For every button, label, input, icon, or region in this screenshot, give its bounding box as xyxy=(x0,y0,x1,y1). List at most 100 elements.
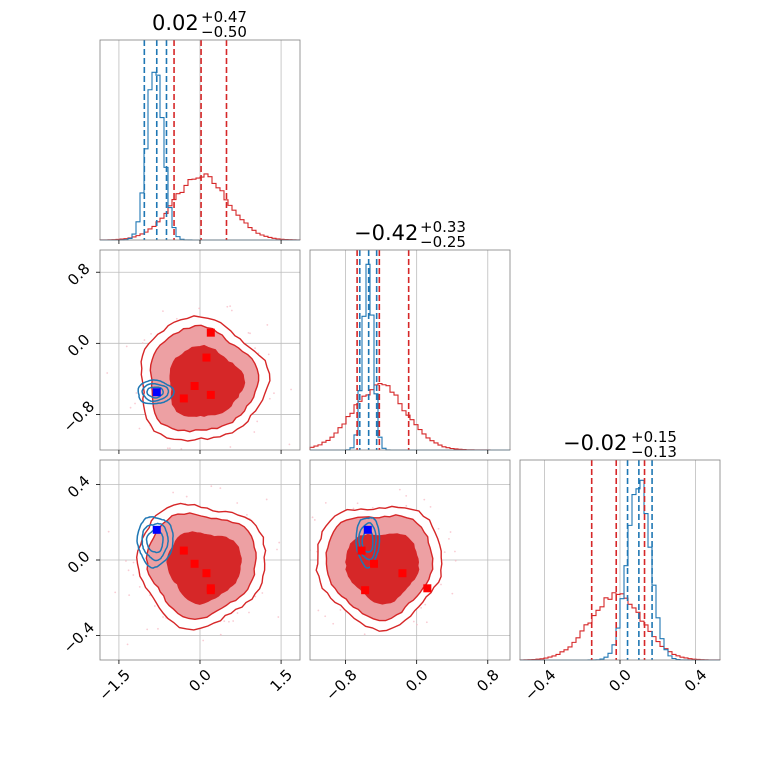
sample-point xyxy=(265,498,268,501)
sample-point xyxy=(236,502,239,504)
truth-marker-red xyxy=(357,546,366,555)
sample-point xyxy=(313,519,316,521)
sample-point xyxy=(188,464,190,466)
contour-blue xyxy=(137,379,175,405)
sample-point xyxy=(268,397,271,400)
sample-point xyxy=(254,347,257,350)
y-tick-label: 0.0 xyxy=(64,547,94,577)
title-3-value: −0.02 xyxy=(563,431,627,455)
truth-marker-red xyxy=(202,353,211,362)
panel-frame xyxy=(309,249,511,451)
y-tick-label: −0.8 xyxy=(60,397,98,435)
histogram-red xyxy=(309,382,511,451)
title-2-plus: +0.33 xyxy=(420,218,466,236)
sample-point xyxy=(125,345,128,348)
panel-contents xyxy=(295,488,457,636)
sample-point xyxy=(143,339,146,341)
contour-inner xyxy=(169,344,246,417)
x-tick-label: 0.0 xyxy=(185,666,215,696)
sample-point xyxy=(420,606,423,609)
sample-point xyxy=(307,559,309,561)
sample-point xyxy=(230,309,233,312)
title-1-minus: −0.50 xyxy=(201,23,247,41)
sample-point xyxy=(223,620,226,623)
sample-point xyxy=(153,605,156,607)
sample-point xyxy=(129,406,132,409)
panel-scatter-3v2 xyxy=(295,459,511,664)
title-3-plus: +0.15 xyxy=(631,428,677,446)
title-2-value: −0.42 xyxy=(354,221,418,245)
sample-point xyxy=(454,559,457,562)
sample-point xyxy=(229,446,232,448)
contour-blue xyxy=(146,386,164,399)
truth-marker-blue xyxy=(152,525,161,534)
sample-point xyxy=(175,317,178,320)
y-tick-label: −0.4 xyxy=(60,618,98,656)
panel-hist-1 xyxy=(99,39,301,244)
sample-point xyxy=(311,516,314,519)
sample-point xyxy=(451,592,454,595)
truth-marker-blue xyxy=(152,388,161,397)
x-tick-label: −0.8 xyxy=(322,666,360,704)
sample-point xyxy=(405,494,408,497)
sample-point xyxy=(339,609,342,611)
panel-contents xyxy=(107,485,281,692)
truth-marker-red xyxy=(361,586,370,595)
sample-point xyxy=(141,342,144,344)
sample-point xyxy=(132,574,135,576)
sample-point xyxy=(424,603,427,606)
sample-point xyxy=(324,502,327,504)
x-tick-label: 0.4 xyxy=(681,666,711,696)
sample-point xyxy=(167,454,169,456)
sample-point xyxy=(363,633,366,636)
panel-scatter-2v1 xyxy=(96,249,301,490)
sample-point xyxy=(236,612,239,614)
sample-point xyxy=(138,427,141,430)
sample-point xyxy=(138,585,141,588)
sample-point xyxy=(162,616,164,618)
sample-point xyxy=(219,633,222,636)
truth-marker-red xyxy=(206,390,215,399)
sample-point xyxy=(253,431,256,433)
sample-point xyxy=(210,485,213,488)
sample-point xyxy=(290,388,292,391)
sample-point xyxy=(454,550,456,553)
title-param-2: −0.42 +0.33 −0.25 xyxy=(354,218,466,251)
title-2-minus: −0.25 xyxy=(420,233,466,251)
contour-blue xyxy=(141,382,170,402)
sample-point xyxy=(127,569,130,572)
sample-point xyxy=(317,609,320,612)
x-tick-label: 0.8 xyxy=(473,666,503,696)
y-axis-param-3-ticks: −0.4 0.0 0.4 xyxy=(60,472,98,657)
sample-point xyxy=(228,620,230,623)
x-tick-label: 1.5 xyxy=(266,666,296,696)
sample-point xyxy=(398,488,401,491)
sample-point xyxy=(288,443,291,446)
sample-point xyxy=(107,530,110,533)
truth-marker-red xyxy=(190,559,199,568)
sample-point xyxy=(405,504,408,507)
title-param-3: −0.02 +0.15 −0.13 xyxy=(563,428,677,461)
sample-point xyxy=(167,488,169,490)
sample-point xyxy=(352,507,355,510)
truth-marker-red xyxy=(206,328,215,337)
truth-marker-red xyxy=(202,569,211,578)
sample-point xyxy=(449,531,452,533)
x-axis-param-1-ticks: −1.5 0.0 1.5 xyxy=(95,666,296,704)
x-tick-label: 0.0 xyxy=(605,666,635,696)
truth-marker-red xyxy=(206,586,215,595)
sample-point xyxy=(332,622,335,625)
sample-point xyxy=(443,551,446,554)
sample-point xyxy=(168,447,171,450)
sample-point xyxy=(182,690,184,692)
sample-point xyxy=(166,447,169,450)
sample-point xyxy=(125,560,127,562)
x-axis-param-2-ticks: −0.8 0.0 0.8 xyxy=(322,666,503,704)
sample-point xyxy=(249,332,251,335)
sample-point xyxy=(232,620,235,622)
sample-point xyxy=(295,528,297,530)
sample-point xyxy=(229,305,232,308)
x-tick-label: −1.5 xyxy=(95,666,133,704)
sample-point xyxy=(416,623,418,626)
